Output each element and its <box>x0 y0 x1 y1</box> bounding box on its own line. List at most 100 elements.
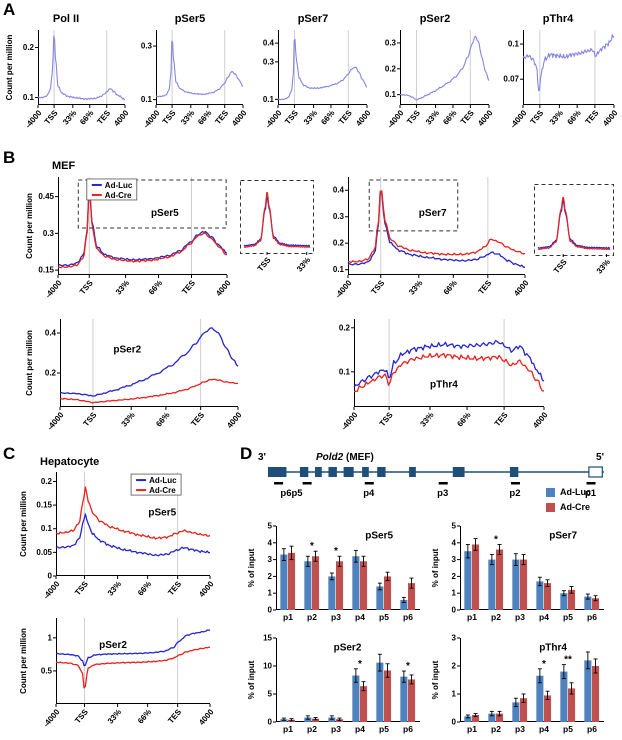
bar-legend: Ad-Luc Ad-Cre <box>546 487 591 512</box>
svg-text:TSS: TSS <box>552 257 569 275</box>
svg-text:5: 5 <box>268 522 273 531</box>
svg-text:66%: 66% <box>147 279 164 297</box>
svg-text:p2: p2 <box>509 488 520 499</box>
svg-a-pthr4: 0.1 0.07 -4000 TSS 33% 66% TES 4000 <box>503 30 617 130</box>
svg-text:0.1: 0.1 <box>41 524 53 533</box>
svg-text:3: 3 <box>452 634 457 643</box>
svg-text:0: 0 <box>268 718 273 727</box>
svg-text:p5: p5 <box>563 724 573 734</box>
svg-text:1: 1 <box>452 690 457 699</box>
svg-text:TES: TES <box>166 707 183 725</box>
svg-text:pSer5: pSer5 <box>148 508 176 519</box>
chart-a-pser2-title: pSer2 <box>419 13 451 25</box>
svg-text:p3: p3 <box>515 612 525 622</box>
svg-text:% of input: % of input <box>247 660 256 699</box>
svg-text:66%: 66% <box>154 411 171 429</box>
chart-b-pser7: 0.4 0.3 0.2 0.1 -4000 TSS 33% 66% TES 4000 pSer7 <box>322 173 528 311</box>
svg-text:0.3: 0.3 <box>385 38 397 47</box>
svg-text:pSer2: pSer2 <box>113 344 141 355</box>
svg-text:TSS: TSS <box>161 108 178 126</box>
svg-text:TES: TES <box>493 410 510 428</box>
svg-text:1: 1 <box>268 589 273 598</box>
svg-text:4000: 4000 <box>601 108 617 128</box>
svg-text:33%: 33% <box>295 256 312 274</box>
panel-a-label: A <box>3 0 16 19</box>
svg-text:66%: 66% <box>565 109 582 127</box>
svg-text:-4000: -4000 <box>263 108 283 130</box>
svg-text:0.1: 0.1 <box>385 90 397 99</box>
svg-text:p4: p4 <box>539 724 549 734</box>
svg-text:4000: 4000 <box>214 278 230 298</box>
svg-text:4000: 4000 <box>354 108 370 128</box>
svg-text:66%: 66% <box>455 411 472 429</box>
svg-text:Ad-Cre: Ad-Cre <box>149 486 176 495</box>
svg-b-pser2: 0.4 0.2 -4000 TSS 33% 66% TES 4000 pSer2 Count pe… <box>25 319 242 432</box>
svg-text:TES: TES <box>189 410 206 428</box>
svg-text:Ad-Luc: Ad-Luc <box>149 476 177 485</box>
svg-text:33%: 33% <box>407 279 424 297</box>
svg-d-pser2: 0 5 10 15 p1 p2 p3 p4 * p5 p6 * pSer2 % of input <box>247 634 420 734</box>
svg-text:33%: 33% <box>302 109 319 127</box>
svg-text:Count per million: Count per million <box>25 193 34 259</box>
svg-text:**: ** <box>564 655 572 666</box>
svg-text:-4000: -4000 <box>385 108 405 130</box>
legend-label-adcre: Ad-Cre <box>560 502 591 512</box>
svg-text:0.07: 0.07 <box>503 75 519 84</box>
chart-a-pol2-title: Pol II <box>52 13 80 25</box>
svg-text:2: 2 <box>452 662 457 671</box>
chart-a-pser5-plot: 0.3 0.1 -4000 TSS 33% 66% TES 4000 <box>134 26 246 138</box>
svg-text:Ad-Luc: Ad-Luc <box>105 181 133 190</box>
panel-c-title: Hepatocyte <box>40 456 100 468</box>
svg-text:pSer2: pSer2 <box>334 642 362 653</box>
svg-text:Count per million: Count per million <box>19 628 28 694</box>
svg-text:p5: p5 <box>379 612 389 622</box>
svg-text:p2: p2 <box>307 724 317 734</box>
svg-text:-4000: -4000 <box>43 278 63 300</box>
svg-text:33%: 33% <box>548 109 565 127</box>
gene-diagram: 3' 5' Pold2 (MEF) p6p5 p4 p3 p2 p1 <box>256 450 616 512</box>
svg-text:-4000: -4000 <box>339 410 359 432</box>
svg-text:TSS: TSS <box>82 410 99 428</box>
svg-text:4: 4 <box>452 538 457 547</box>
svg-text:0.2: 0.2 <box>45 369 57 378</box>
svg-text:66%: 66% <box>78 109 95 127</box>
svg-text:p6: p6 <box>587 612 597 622</box>
svg-text:4000: 4000 <box>531 410 548 430</box>
svg-text:4000: 4000 <box>476 108 492 128</box>
svg-text:5': 5' <box>596 452 604 463</box>
svg-text:2: 2 <box>452 572 457 581</box>
svg-text:3': 3' <box>258 452 266 463</box>
svg-text:15: 15 <box>263 634 272 643</box>
svg-text:33%: 33% <box>418 411 435 429</box>
svg-text:TSS: TSS <box>528 108 545 126</box>
svg-text:*: * <box>494 534 498 545</box>
svg-gene-diagram: 3' 5' Pold2 (MEF) p6p5 p4 p3 p2 p1 <box>258 452 604 499</box>
legend-row-adcre: Ad-Cre <box>546 502 591 512</box>
svg-text:0.05: 0.05 <box>36 548 52 557</box>
svg-text:33%: 33% <box>106 580 123 598</box>
svg-text:-4000: -4000 <box>41 707 61 729</box>
svg-text:p6p5: p6p5 <box>280 488 303 499</box>
svg-text:1: 1 <box>48 633 53 642</box>
svg-text:pSer7: pSer7 <box>549 530 577 541</box>
svg-text:TSS: TSS <box>283 108 300 126</box>
chart-a-pser5-title: pSer5 <box>174 13 206 25</box>
chart-a-pol2: Pol II 0.2 0.1 -4000 TSS 33% 66% TES 4000 Count … <box>4 13 128 138</box>
legend-swatch-adluc <box>546 487 555 497</box>
svg-text:p4: p4 <box>363 488 375 499</box>
svg-text:TES: TES <box>213 108 230 126</box>
svg-text:66%: 66% <box>319 109 336 127</box>
svg-text:2: 2 <box>268 572 273 581</box>
svg-text:p1: p1 <box>585 488 597 499</box>
svg-text:-4000: -4000 <box>45 410 65 432</box>
svg-a-pser2: 0.3 0.2 0.1 -4000 TSS 33% 66% TES 4000 <box>385 30 492 130</box>
svg-text:p1: p1 <box>283 724 293 734</box>
chart-a-pser7-plot: 0.4 0.3 0.1 -4000 TSS 33% 66% TES 4000 <box>256 26 370 138</box>
svg-text:-4000: -4000 <box>141 108 161 130</box>
svg-text:p4: p4 <box>355 724 365 734</box>
svg-text:TSS: TSS <box>43 108 60 126</box>
svg-text:p5: p5 <box>379 724 389 734</box>
svg-text:*: * <box>358 659 362 670</box>
svg-text:TSS: TSS <box>73 707 90 725</box>
